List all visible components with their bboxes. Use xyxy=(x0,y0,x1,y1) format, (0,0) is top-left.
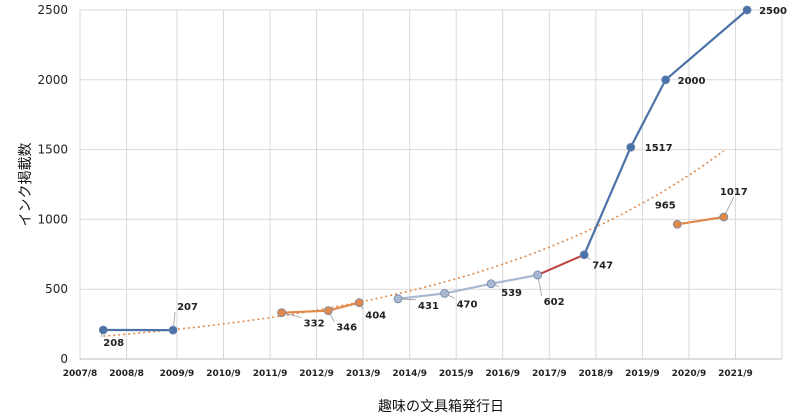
y-tick-label: 0 xyxy=(60,352,68,366)
data-label: 1517 xyxy=(645,143,673,154)
x-tick-label: 2018/9 xyxy=(579,369,614,379)
y-axis-title: インク掲載数 xyxy=(18,143,34,227)
data-label: 207 xyxy=(177,302,198,313)
data-label: 208 xyxy=(103,338,124,349)
data-label: 747 xyxy=(592,261,613,272)
data-point xyxy=(440,288,449,298)
x-axis-title: 趣味の文具箱発行日 xyxy=(378,399,504,415)
data-label: 2000 xyxy=(678,76,706,87)
y-tick-label: 2000 xyxy=(37,73,68,87)
data-point xyxy=(533,270,543,280)
x-tick-label: 2014/9 xyxy=(392,369,427,379)
series-line xyxy=(397,273,538,300)
x-tick-label: 2011/9 xyxy=(253,369,288,379)
data-labels: 208 207 332 346 404 431 470 539 602 747 1517 2000 25… xyxy=(103,6,787,349)
data-point xyxy=(579,250,589,260)
data-label: 602 xyxy=(544,297,565,308)
series-line xyxy=(677,215,724,226)
data-label: 470 xyxy=(457,299,478,310)
data-point xyxy=(323,306,333,316)
data-label: 431 xyxy=(418,301,439,312)
data-point xyxy=(486,279,496,289)
series-line xyxy=(583,9,748,256)
y-tick-label: 2500 xyxy=(37,3,68,17)
x-tick-label: 2016/9 xyxy=(485,369,520,379)
connector-line xyxy=(537,253,585,276)
x-tick-label: 2017/9 xyxy=(532,369,567,379)
x-tick-label: 2008/8 xyxy=(109,369,144,379)
y-tick-label: 1500 xyxy=(37,143,68,157)
data-point xyxy=(98,325,108,335)
data-point xyxy=(354,298,364,308)
x-tick-label: 2012/9 xyxy=(299,369,334,379)
series-lines xyxy=(103,9,748,332)
data-point xyxy=(742,5,752,15)
y-tick-label: 500 xyxy=(45,282,68,296)
grid xyxy=(79,9,783,360)
data-label: 2500 xyxy=(759,6,787,17)
data-label: 539 xyxy=(501,288,522,299)
data-point xyxy=(168,325,178,335)
data-label: 965 xyxy=(655,200,676,211)
data-point xyxy=(393,294,403,304)
data-point xyxy=(672,219,682,229)
data-label: 332 xyxy=(304,319,325,330)
data-point xyxy=(661,75,671,85)
data-label: 1017 xyxy=(720,187,748,198)
x-tick-label: 2021/9 xyxy=(718,369,753,379)
x-tick-label: 2020/9 xyxy=(672,369,707,379)
data-point xyxy=(626,142,636,152)
y-tick-label: 1000 xyxy=(37,212,68,226)
data-point xyxy=(277,308,287,318)
x-tick-label: 2007/8 xyxy=(63,369,98,379)
x-tick-label: 2009/9 xyxy=(160,369,195,379)
x-tick-label: 2015/9 xyxy=(439,369,474,379)
axes: 0 500 1000 1500 2000 2500 2007/8 2008/8 2009/9 20… xyxy=(37,3,782,379)
x-tick-label: 2013/9 xyxy=(346,369,381,379)
x-tick-label: 2010/9 xyxy=(206,369,241,379)
data-points xyxy=(98,5,752,335)
data-point xyxy=(719,212,729,222)
label-leaders xyxy=(100,196,735,338)
x-tick-label: 2019/9 xyxy=(625,369,660,379)
data-label: 404 xyxy=(365,311,386,322)
data-label: 346 xyxy=(336,323,357,334)
